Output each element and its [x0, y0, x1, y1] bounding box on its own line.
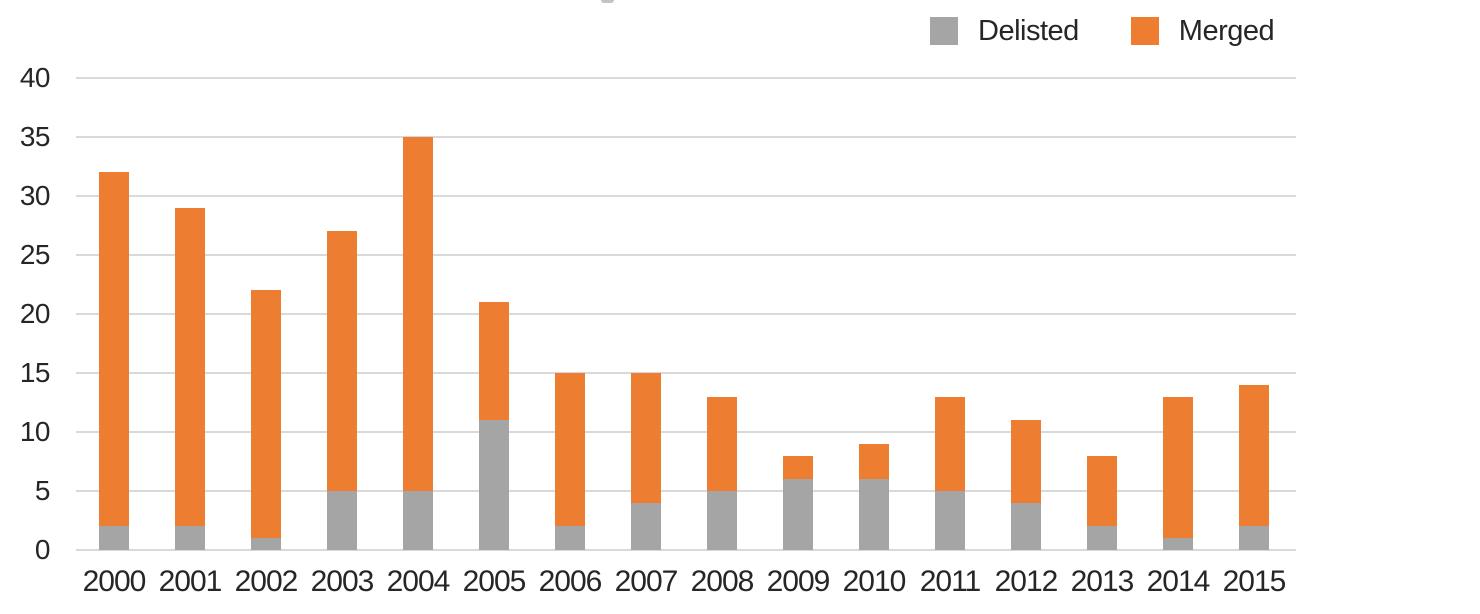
bar-segment-delisted-2008 [707, 491, 737, 550]
bar-segment-merged-2012 [1011, 420, 1041, 503]
cropped-title-artifact [601, 0, 614, 3]
bar-2004 [403, 137, 433, 550]
bar-2001 [175, 207, 205, 550]
bar-segment-merged-2004 [403, 137, 433, 491]
gridline-35 [76, 136, 1296, 138]
merged-swatch-icon [1130, 17, 1159, 45]
x-axis-label-2009: 2009 [766, 565, 831, 598]
y-tick-label-25: 25 [19, 239, 51, 270]
bar-2007 [631, 373, 661, 550]
bar-2013 [1087, 455, 1117, 550]
bar-segment-delisted-2005 [479, 420, 509, 550]
bar-segment-merged-2001 [175, 207, 205, 527]
x-axis-label-2001: 2001 [158, 565, 223, 598]
y-tick-label-15: 15 [19, 357, 51, 388]
bar-segment-delisted-2002 [251, 538, 281, 550]
y-tick-label-10: 10 [19, 416, 51, 447]
x-axis-label-2015: 2015 [1222, 565, 1287, 598]
bar-segment-merged-2005 [479, 302, 509, 421]
bar-2003 [327, 231, 357, 550]
x-axis-label-2011: 2011 [919, 565, 982, 598]
x-axis-label-2002: 2002 [234, 565, 299, 598]
bar-segment-merged-2009 [783, 455, 813, 480]
x-axis-label-2008: 2008 [690, 565, 755, 598]
bar-2000 [99, 172, 129, 550]
bar-segment-merged-2008 [707, 396, 737, 491]
legend: Delisted Merged [930, 15, 1275, 47]
legend-item-delisted: Delisted [930, 16, 1079, 46]
gridline-25 [76, 254, 1296, 256]
legend-label-merged: Merged [1178, 15, 1275, 47]
bar-segment-merged-2003 [327, 231, 357, 491]
bar-2014 [1163, 396, 1193, 550]
bar-segment-merged-2011 [935, 396, 965, 491]
y-tick-label-5: 5 [34, 475, 51, 506]
y-tick-label-40: 40 [19, 62, 51, 93]
bar-segment-delisted-2006 [555, 526, 585, 550]
bar-segment-delisted-2001 [175, 526, 205, 550]
bar-2002 [251, 290, 281, 550]
bar-2012 [1011, 420, 1041, 550]
bar-segment-delisted-2011 [935, 491, 965, 550]
y-tick-label-30: 30 [19, 180, 51, 211]
bar-segment-merged-2013 [1087, 455, 1117, 527]
bar-segment-delisted-2003 [327, 491, 357, 550]
bar-segment-delisted-2013 [1087, 526, 1117, 550]
x-axis-label-2012: 2012 [994, 565, 1059, 598]
bar-2008 [707, 396, 737, 550]
bar-segment-merged-2002 [251, 290, 281, 539]
gridline-0 [76, 549, 1296, 551]
x-axis-label-2007: 2007 [614, 565, 679, 598]
x-axis-label-2005: 2005 [462, 565, 527, 598]
gridline-30 [76, 195, 1296, 197]
bar-segment-delisted-2007 [631, 502, 661, 550]
bar-segment-delisted-2012 [1011, 502, 1041, 550]
bar-segment-merged-2000 [99, 172, 129, 527]
bar-segment-merged-2007 [631, 373, 661, 503]
x-axis-label-2013: 2013 [1070, 565, 1135, 598]
y-tick-label-0: 0 [34, 534, 51, 565]
x-axis-label-2003: 2003 [310, 565, 375, 598]
bar-2015 [1239, 384, 1269, 550]
x-axis-label-2004: 2004 [386, 565, 451, 598]
y-tick-label-35: 35 [19, 121, 51, 152]
legend-label-delisted: Delisted [978, 15, 1079, 47]
bar-segment-merged-2015 [1239, 384, 1269, 527]
bar-2005 [479, 302, 509, 550]
bar-2011 [935, 396, 965, 550]
bar-segment-delisted-2010 [859, 479, 889, 550]
plot-area [76, 77, 1296, 551]
bar-segment-delisted-2004 [403, 491, 433, 550]
x-axis-label-2014: 2014 [1146, 565, 1211, 598]
bar-segment-merged-2006 [555, 373, 585, 527]
gridline-20 [76, 313, 1296, 315]
y-tick-label-20: 20 [19, 298, 51, 329]
gridline-10 [76, 431, 1296, 433]
bar-segment-merged-2014 [1163, 396, 1193, 539]
bar-segment-delisted-2009 [783, 479, 813, 550]
gridline-5 [76, 490, 1296, 492]
gridline-40 [76, 77, 1296, 79]
x-axis-label-2006: 2006 [538, 565, 603, 598]
bar-2009 [783, 455, 813, 550]
x-axis-label-2000: 2000 [82, 565, 147, 598]
delisted-swatch-icon [930, 17, 958, 45]
bar-segment-merged-2010 [859, 443, 889, 480]
gridline-15 [76, 372, 1296, 374]
x-axis-label-2010: 2010 [842, 565, 907, 598]
bar-2006 [555, 373, 585, 550]
bar-segment-delisted-2015 [1239, 526, 1269, 550]
legend-item-merged: Merged [1130, 15, 1275, 47]
bar-2010 [859, 443, 889, 550]
bar-segment-delisted-2000 [99, 526, 129, 550]
bar-segment-delisted-2014 [1163, 538, 1193, 550]
